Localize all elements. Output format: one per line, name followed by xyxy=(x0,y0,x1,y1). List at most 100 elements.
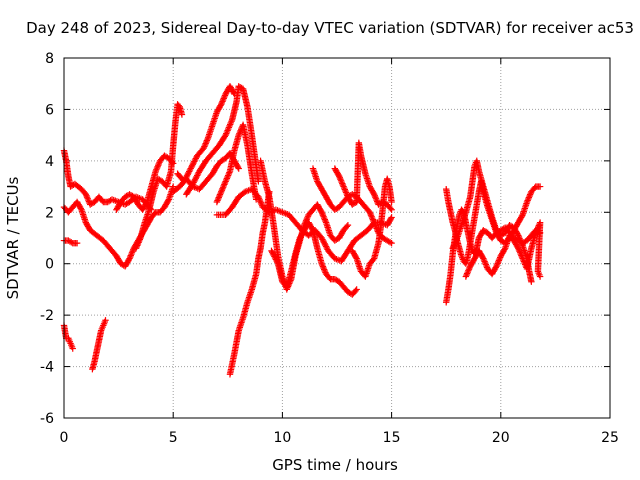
data-point xyxy=(520,256,527,264)
data-point xyxy=(133,243,140,251)
data-point xyxy=(370,189,377,197)
x-axis-label: GPS time / hours xyxy=(272,456,398,474)
y-tick-label: 2 xyxy=(45,205,54,221)
data-point xyxy=(451,240,458,248)
series-track-14 xyxy=(257,157,352,293)
data-point xyxy=(525,194,533,201)
data-point xyxy=(213,198,221,206)
data-point xyxy=(221,181,228,188)
data-point xyxy=(223,176,230,184)
data-point xyxy=(155,162,162,169)
data-point xyxy=(319,210,326,217)
data-point xyxy=(153,166,160,173)
x-tick-label: 10 xyxy=(273,430,291,446)
data-point xyxy=(388,206,395,213)
data-point xyxy=(370,217,377,225)
data-point xyxy=(272,256,280,263)
data-point xyxy=(221,93,228,101)
data-point xyxy=(175,102,182,109)
data-point xyxy=(215,194,222,201)
data-point xyxy=(82,191,90,198)
data-point xyxy=(533,228,540,235)
data-point xyxy=(516,236,524,244)
data-point xyxy=(189,161,197,168)
data-point xyxy=(343,223,351,230)
series-track-13 xyxy=(226,188,273,378)
data-point xyxy=(515,233,523,241)
data-point xyxy=(452,237,460,245)
data-point xyxy=(218,99,226,107)
data-point xyxy=(134,240,142,248)
data-point xyxy=(84,195,91,202)
data-point xyxy=(526,191,534,198)
data-point xyxy=(450,243,457,251)
data-point xyxy=(515,246,523,253)
data-point xyxy=(480,256,488,264)
data-point xyxy=(190,179,197,186)
data-point xyxy=(496,255,503,263)
data-point xyxy=(321,240,328,247)
data-point xyxy=(450,242,458,249)
data-point xyxy=(224,172,232,179)
y-tick-label: -2 xyxy=(40,308,54,324)
data-point xyxy=(464,268,471,276)
x-tick-label: 15 xyxy=(383,430,401,446)
data-point xyxy=(518,241,526,248)
series-track-5 xyxy=(89,317,109,373)
data-point xyxy=(68,239,75,246)
data-point xyxy=(219,98,226,105)
data-point xyxy=(194,170,202,178)
plot-frame xyxy=(63,57,611,419)
data-point xyxy=(188,163,195,171)
data-point xyxy=(388,198,395,206)
y-tick-label: -6 xyxy=(40,411,54,427)
data-point xyxy=(153,165,161,172)
data-point xyxy=(321,267,329,275)
data-point xyxy=(344,221,352,229)
data-point xyxy=(223,175,231,182)
data-point xyxy=(203,137,211,144)
data-point xyxy=(83,192,90,199)
data-point xyxy=(220,95,227,102)
data-point xyxy=(155,160,163,167)
data-point xyxy=(221,92,229,99)
data-point xyxy=(135,239,142,246)
data-point xyxy=(269,249,276,256)
data-point xyxy=(191,176,199,183)
data-point xyxy=(337,177,345,184)
data-point xyxy=(185,169,192,177)
data-point xyxy=(496,254,504,261)
data-point xyxy=(129,248,136,255)
data-point xyxy=(191,158,198,165)
data-point xyxy=(388,214,395,221)
data-point xyxy=(340,184,348,192)
data-point xyxy=(268,247,275,255)
data-point xyxy=(452,239,459,246)
data-point xyxy=(221,179,229,187)
data-point xyxy=(371,192,378,199)
data-point xyxy=(192,175,199,182)
data-point xyxy=(320,213,327,220)
data-point xyxy=(366,209,373,216)
data-point xyxy=(492,264,499,271)
data-point xyxy=(271,253,278,260)
data-point xyxy=(335,171,342,179)
data-point xyxy=(217,189,224,197)
y-tick-label: 4 xyxy=(45,154,54,170)
data-point xyxy=(481,258,488,265)
data-point xyxy=(449,245,456,252)
data-point xyxy=(126,255,133,262)
series-track-9 xyxy=(174,83,238,185)
data-point xyxy=(126,253,134,261)
data-point xyxy=(125,256,132,264)
series-track-7 xyxy=(132,101,186,252)
data-point xyxy=(202,140,209,147)
data-point xyxy=(340,183,347,190)
data-point xyxy=(372,222,379,229)
data-point xyxy=(518,252,525,259)
data-point xyxy=(216,192,223,200)
data-point xyxy=(338,178,345,186)
data-point xyxy=(463,270,471,277)
data-point xyxy=(518,212,526,220)
data-point xyxy=(271,254,279,262)
